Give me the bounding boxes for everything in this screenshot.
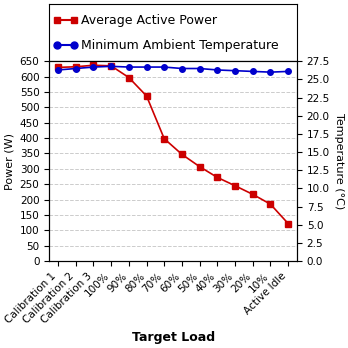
Minimum Ambient Temperature: [286, 69, 290, 73]
Average Active Power: [92, 63, 96, 67]
Average Active Power: [251, 192, 255, 196]
Minimum Ambient Temperature: [162, 65, 166, 69]
Average Active Power: [74, 65, 78, 69]
Minimum Ambient Temperature: [198, 66, 202, 71]
Minimum Ambient Temperature: [180, 66, 184, 71]
Minimum Ambient Temperature: [92, 65, 96, 69]
Average Active Power: [198, 165, 202, 169]
Average Active Power: [109, 64, 113, 68]
Y-axis label: Temperature (°C): Temperature (°C): [334, 113, 344, 209]
Minimum Ambient Temperature: [268, 70, 272, 74]
Line: Average Active Power: Average Active Power: [55, 62, 291, 226]
Text: Minimum Ambient Temperature: Minimum Ambient Temperature: [81, 39, 279, 52]
Average Active Power: [56, 65, 60, 70]
Minimum Ambient Temperature: [109, 64, 113, 69]
Minimum Ambient Temperature: [56, 68, 60, 72]
Text: Average Active Power: Average Active Power: [81, 14, 218, 27]
Minimum Ambient Temperature: [233, 69, 237, 73]
Minimum Ambient Temperature: [74, 66, 78, 71]
Average Active Power: [286, 221, 290, 226]
Minimum Ambient Temperature: [215, 68, 220, 72]
Line: Minimum Ambient Temperature: Minimum Ambient Temperature: [55, 64, 291, 75]
Average Active Power: [215, 175, 220, 180]
Average Active Power: [144, 94, 149, 98]
Average Active Power: [268, 202, 272, 206]
X-axis label: Target Load: Target Load: [132, 331, 215, 344]
Minimum Ambient Temperature: [144, 65, 149, 69]
Y-axis label: Power (W): Power (W): [4, 133, 14, 190]
Average Active Power: [127, 76, 131, 80]
Minimum Ambient Temperature: [251, 69, 255, 73]
Average Active Power: [162, 137, 166, 141]
Minimum Ambient Temperature: [127, 65, 131, 69]
Average Active Power: [233, 184, 237, 188]
Average Active Power: [180, 152, 184, 157]
